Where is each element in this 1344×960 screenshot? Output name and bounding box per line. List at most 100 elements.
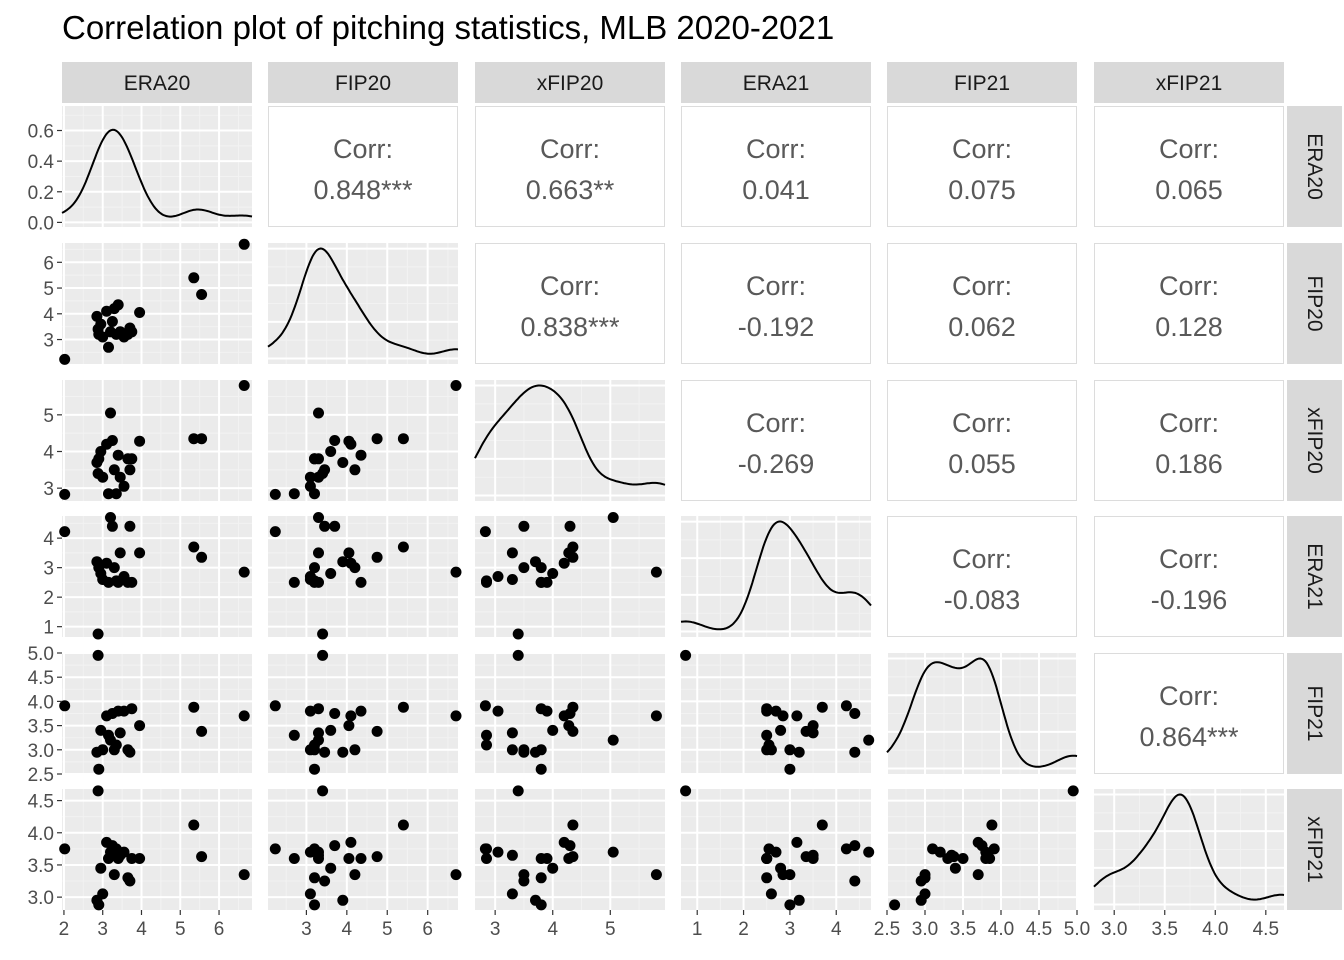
y-tick-label: 5.0 bbox=[28, 644, 54, 665]
x-tick-label: 3 bbox=[490, 919, 501, 940]
data-point bbox=[972, 869, 984, 881]
data-point bbox=[110, 739, 122, 751]
data-point bbox=[355, 853, 367, 864]
corr-label: Corr: bbox=[952, 271, 1012, 301]
data-point bbox=[988, 843, 1000, 855]
strip-col-label-xfip20: xFIP20 bbox=[537, 72, 604, 95]
data-point bbox=[567, 551, 579, 563]
data-point bbox=[793, 894, 805, 906]
y-tick-label: 3 bbox=[43, 331, 54, 352]
panel-fip21-xfip20 bbox=[475, 649, 665, 775]
strip-row-label-era20: ERA20 bbox=[1303, 133, 1326, 200]
data-point bbox=[134, 720, 146, 732]
data-point bbox=[134, 435, 146, 447]
data-point bbox=[680, 649, 692, 661]
data-point bbox=[313, 727, 324, 739]
data-point bbox=[816, 819, 828, 831]
data-point bbox=[325, 724, 337, 736]
data-point bbox=[313, 407, 324, 419]
x-tick-label: 3 bbox=[785, 919, 796, 940]
data-point bbox=[564, 520, 576, 532]
y-tick-label: 2 bbox=[43, 588, 54, 609]
data-point bbox=[126, 576, 138, 588]
data-point bbox=[761, 872, 773, 884]
data-point bbox=[114, 547, 126, 559]
corr-label: Corr: bbox=[746, 134, 806, 164]
strip-col-xfip21 bbox=[1094, 62, 1284, 103]
x-tick-label: 5.0 bbox=[1064, 919, 1090, 940]
corr-value: -0.196 bbox=[1151, 585, 1228, 615]
data-point bbox=[108, 869, 120, 881]
data-point bbox=[371, 851, 383, 863]
data-point bbox=[349, 744, 361, 756]
data-point bbox=[518, 562, 530, 574]
panel-era20-era21: Corr: 0.041 bbox=[681, 106, 871, 227]
data-point bbox=[238, 710, 250, 722]
corr-label: Corr: bbox=[333, 134, 393, 164]
x-tick-label: 3 bbox=[97, 919, 108, 940]
data-point bbox=[345, 710, 357, 722]
data-point bbox=[313, 471, 324, 483]
data-point bbox=[450, 380, 462, 391]
data-point bbox=[481, 739, 492, 751]
data-point bbox=[238, 238, 250, 250]
data-point bbox=[343, 853, 355, 864]
y-tick-label: 4.5 bbox=[28, 792, 54, 813]
data-point bbox=[535, 562, 547, 574]
x-tick-label: 6 bbox=[422, 919, 433, 940]
data-point bbox=[567, 541, 579, 553]
data-point bbox=[949, 862, 961, 874]
data-point bbox=[196, 433, 208, 445]
data-point bbox=[95, 318, 107, 330]
corr-value: 0.065 bbox=[1155, 175, 1223, 205]
data-point bbox=[840, 843, 852, 855]
panel-fip20-xfip21: Corr: 0.128 bbox=[1094, 243, 1284, 364]
x-tick-label: 4.0 bbox=[1202, 919, 1228, 940]
panel-xfip21-xfip20 bbox=[475, 785, 665, 911]
data-point bbox=[108, 562, 120, 574]
data-point bbox=[105, 512, 116, 523]
data-point bbox=[650, 710, 662, 722]
data-point bbox=[761, 703, 773, 715]
strip-row-label-era21: ERA21 bbox=[1303, 543, 1326, 610]
density-curve-fip21 bbox=[886, 657, 1078, 768]
corr-label: Corr: bbox=[1159, 408, 1219, 438]
panel-fip20-era20 bbox=[59, 238, 252, 365]
data-point bbox=[761, 729, 773, 741]
data-point bbox=[355, 449, 367, 461]
panel-era21-fip21: Corr: -0.083 bbox=[887, 516, 1077, 637]
data-point bbox=[309, 562, 320, 574]
data-point bbox=[506, 547, 518, 559]
data-point bbox=[196, 725, 208, 737]
x-tick-label: 3.5 bbox=[1152, 919, 1178, 940]
corr-label: Corr: bbox=[1159, 271, 1219, 301]
y-tick-label: 4.5 bbox=[28, 668, 54, 689]
corr-value: 0.041 bbox=[742, 175, 810, 205]
data-point bbox=[238, 869, 250, 881]
data-point bbox=[547, 862, 559, 874]
panel-xfip20-xfip20 bbox=[474, 380, 666, 501]
data-point bbox=[512, 649, 524, 661]
data-point bbox=[188, 819, 200, 831]
data-point bbox=[506, 888, 518, 900]
data-point bbox=[607, 512, 619, 523]
data-point bbox=[784, 744, 796, 756]
data-point bbox=[59, 353, 71, 365]
strip-col-label-era20: ERA20 bbox=[124, 72, 191, 95]
density-curve-era21 bbox=[680, 520, 872, 631]
data-point bbox=[481, 729, 492, 741]
y-tick-label: 3.5 bbox=[28, 717, 54, 738]
data-point bbox=[269, 526, 281, 538]
y-tick-label: 0.2 bbox=[28, 183, 54, 204]
corr-label: Corr: bbox=[540, 271, 600, 301]
panel-xfip21-fip20 bbox=[268, 785, 462, 911]
data-point bbox=[547, 568, 559, 579]
panel-fip21-xfip21: Corr: 0.864*** bbox=[1094, 653, 1284, 774]
x-tick-label: 2 bbox=[738, 919, 749, 940]
data-point bbox=[329, 840, 341, 852]
corr-value: 0.128 bbox=[1155, 312, 1223, 342]
x-tick-label: 4 bbox=[342, 919, 353, 940]
x-tick-label: 4.5 bbox=[1253, 919, 1279, 940]
data-point bbox=[800, 851, 812, 863]
strip-row-era21 bbox=[1287, 516, 1342, 637]
